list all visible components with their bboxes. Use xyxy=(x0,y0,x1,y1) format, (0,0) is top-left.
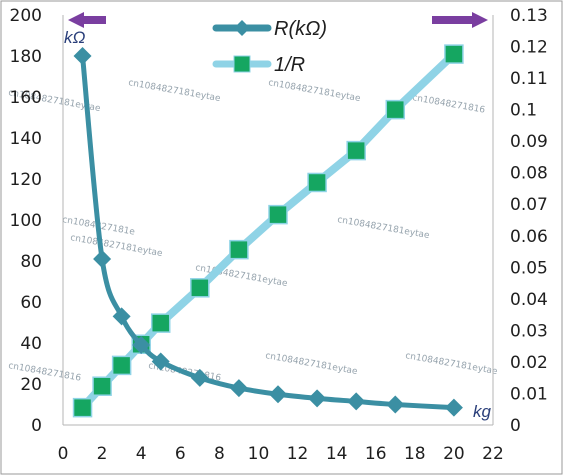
data-point-inverse-r xyxy=(268,204,288,225)
left-tick-label: 100 xyxy=(10,211,42,231)
right-tick-label: 0.03 xyxy=(510,321,548,341)
data-point-r xyxy=(269,385,287,404)
right-tick-label: 0 xyxy=(510,416,521,436)
right-tick-label: 0.05 xyxy=(510,258,548,278)
data-point-inverse-r xyxy=(72,397,93,418)
legend: R(kΩ) 1/R xyxy=(212,18,327,76)
data-point-r xyxy=(93,249,112,268)
x-axis-unit: kg xyxy=(473,402,492,421)
series-layer xyxy=(72,44,464,418)
left-tick-label: 140 xyxy=(10,129,42,149)
data-point-inverse-r xyxy=(444,44,464,64)
data-point-r xyxy=(347,392,366,411)
data-point-r xyxy=(190,368,209,387)
left-tick-label: 80 xyxy=(20,252,42,272)
right-tick-label: 0.02 xyxy=(510,353,548,373)
data-point-r xyxy=(151,352,170,371)
right-tick-label: 0.11 xyxy=(510,69,548,89)
data-point-inverse-r xyxy=(150,313,171,333)
right-axis-arrow-icon xyxy=(432,12,488,28)
x-tick-label: 22 xyxy=(482,444,504,464)
data-point-r xyxy=(386,395,405,414)
data-point-inverse-r xyxy=(346,140,366,161)
data-point-r xyxy=(308,389,327,408)
right-tick-label: 0.12 xyxy=(510,38,548,58)
x-tick-label: 10 xyxy=(248,444,270,464)
left-tick-label: 0 xyxy=(31,416,42,436)
data-point-inverse-r xyxy=(229,239,249,260)
left-tick-label: 120 xyxy=(10,170,42,190)
left-axis-arrow-icon xyxy=(68,12,106,28)
right-tick-label: 0.13 xyxy=(510,6,548,26)
legend-diamond-icon xyxy=(234,20,250,36)
right-tick-label: 0.01 xyxy=(510,384,548,404)
legend-label-r: R(kΩ) xyxy=(274,18,327,40)
right-tick-label: 0.04 xyxy=(510,290,548,310)
right-tick-label: 0.06 xyxy=(510,227,548,247)
data-point-r xyxy=(73,47,92,65)
data-point-r xyxy=(112,307,131,326)
x-tick-label: 8 xyxy=(214,444,225,464)
x-tick-label: 2 xyxy=(97,444,108,464)
data-point-r xyxy=(229,379,248,398)
left-axis-unit: kΩ xyxy=(64,28,86,47)
x-tick-labels: 0 2 4 6 8 10 12 14 16 18 20 22 xyxy=(58,444,504,464)
left-tick-labels: 0 20 40 60 80 100 120 140 160 180 200 xyxy=(10,6,42,436)
right-tick-label: 0.1 xyxy=(510,101,537,121)
data-point-inverse-r xyxy=(92,376,112,396)
x-tick-label: 16 xyxy=(365,444,387,464)
x-tick-label: 18 xyxy=(404,444,426,464)
right-tick-label: 0.09 xyxy=(510,132,548,152)
left-tick-label: 180 xyxy=(10,47,42,67)
x-tick-label: 6 xyxy=(175,444,186,464)
data-point-inverse-r xyxy=(307,172,327,193)
x-tick-label: 14 xyxy=(326,444,348,464)
left-tick-label: 20 xyxy=(20,375,42,395)
left-tick-label: 60 xyxy=(20,293,42,313)
data-point-r xyxy=(132,336,151,355)
legend-label-inv: 1/R xyxy=(274,54,305,76)
data-point-inverse-r xyxy=(111,355,132,376)
left-tick-label: 200 xyxy=(10,6,42,26)
right-tick-label: 0.08 xyxy=(510,164,548,184)
data-point-inverse-r xyxy=(385,99,406,120)
x-tick-label: 20 xyxy=(443,444,465,464)
left-tick-label: 40 xyxy=(20,334,42,354)
x-tick-label: 0 xyxy=(58,444,69,464)
x-tick-label: 12 xyxy=(287,444,309,464)
data-point-r xyxy=(444,398,463,417)
right-tick-labels: 0 0.01 0.02 0.03 0.04 0.05 0.06 0.07 0.08 0.09 0.1… xyxy=(510,6,548,436)
right-tick-label: 0.07 xyxy=(510,195,548,215)
left-tick-label: 160 xyxy=(10,88,42,108)
legend-square-icon xyxy=(233,55,251,73)
data-point-inverse-r xyxy=(190,278,210,298)
x-tick-label: 4 xyxy=(136,444,147,464)
